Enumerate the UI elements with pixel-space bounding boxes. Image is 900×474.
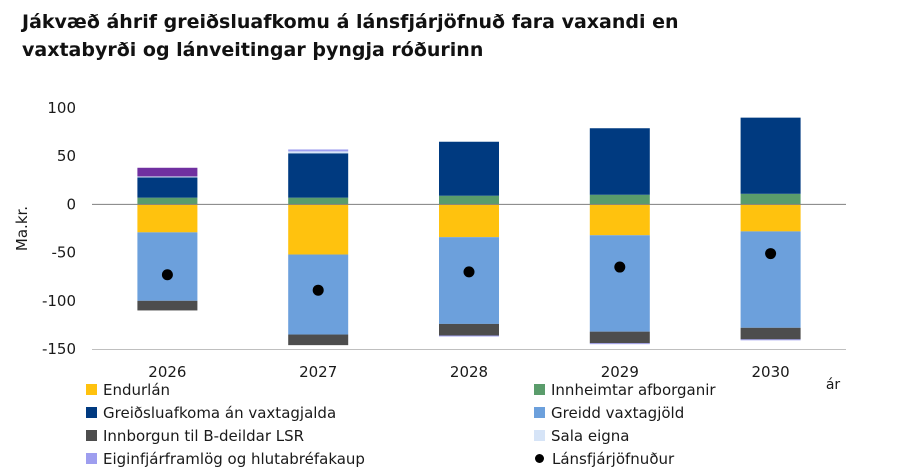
bar-segment: [288, 197, 349, 205]
legend-label: Eiginfjárframlög og hlutabréfakaup: [103, 450, 365, 468]
y-tick-label: 100: [47, 99, 76, 117]
y-axis-label: Ma.kr.: [13, 206, 31, 251]
legend-label: Innborgun til B-deildar LSR: [103, 427, 305, 445]
bar-segment: [740, 231, 801, 328]
legend-item: Lánsfjárjöfnuður: [534, 450, 674, 468]
legend-label: Greiðsluafkoma án vaxtagjalda: [103, 404, 337, 422]
bar-segment: [137, 167, 198, 177]
chart-title-line-1: Jákvæð áhrif greiðsluafkomu á lánsfjárjö…: [22, 11, 679, 33]
x-tick-label: 2028: [450, 363, 488, 381]
legend-label: Endurlán: [103, 381, 171, 399]
legend-item: Endurlán: [86, 381, 170, 399]
bar-segment: [439, 237, 499, 324]
legend-item: Greiðsluafkoma án vaxtagjalda: [86, 404, 336, 422]
legend-swatch-icon: [86, 430, 97, 441]
net-borrowing-point: [765, 248, 777, 260]
bar-segment: [137, 232, 198, 301]
legend-swatch-icon: [86, 453, 97, 464]
bar-segment: [137, 197, 198, 205]
net-borrowing-point: [312, 284, 324, 296]
legend-label: Sala eigna: [551, 427, 630, 445]
y-tick-label: -50: [52, 244, 77, 262]
legend-item: Sala eigna: [534, 427, 629, 445]
x-tick-label: 2026: [148, 363, 186, 381]
legend-swatch-icon: [534, 407, 545, 418]
bar-segment: [137, 300, 198, 311]
bar-segment: [288, 151, 349, 154]
bar-segment: [589, 128, 650, 195]
legend-label: Greidd vaxtagjöld: [551, 404, 685, 422]
bar-segment: [439, 335, 499, 337]
legend-dot-icon: [535, 454, 544, 463]
legend-label: Innheimtar afborganir: [551, 381, 716, 399]
bar-segment: [589, 194, 650, 205]
legend-item: Greidd vaxtagjöld: [534, 404, 684, 422]
legend-item: Innheimtar afborganir: [534, 381, 716, 399]
bar-segment: [439, 323, 499, 336]
bar-segment: [137, 177, 198, 198]
bar-segment: [589, 343, 650, 345]
x-tick-label: 2029: [601, 363, 639, 381]
net-borrowing-point: [463, 266, 475, 278]
bar-segment: [740, 193, 801, 205]
chart-title-line-2: vaxtabyrði og lánveitingar þyngja róðuri…: [22, 39, 484, 61]
legend-item: Eiginfjárframlög og hlutabréfakaup: [86, 450, 365, 468]
chart-title: Jákvæð áhrif greiðsluafkomu á lánsfjárjö…: [22, 8, 882, 64]
bar-segment: [439, 141, 499, 196]
legend-swatch-icon: [534, 384, 545, 395]
net-borrowing-point: [161, 269, 173, 281]
bar-segment: [589, 204, 650, 236]
y-tick-label: 0: [66, 195, 76, 213]
bar-segment: [439, 195, 499, 205]
y-tick-label: -150: [42, 340, 76, 358]
legend-swatch-icon: [86, 407, 97, 418]
bar-segment: [288, 149, 349, 152]
legend-label: Lánsfjárjöfnuður: [552, 450, 675, 468]
bar-segment: [288, 204, 349, 255]
bar-segment: [740, 117, 801, 194]
bar-segment: [740, 204, 801, 232]
bar-segment: [439, 204, 499, 238]
bar-segment: [137, 204, 198, 233]
bar-segment: [288, 153, 349, 198]
y-tick-label: -100: [42, 292, 76, 310]
legend-swatch-icon: [534, 430, 545, 441]
bar-segment: [589, 331, 650, 344]
bar-segment: [288, 334, 349, 346]
net-borrowing-point: [614, 261, 626, 273]
x-tick-label: 2027: [299, 363, 337, 381]
bar-segment: [740, 339, 801, 341]
legend-swatch-icon: [86, 384, 97, 395]
bar-segment: [740, 327, 801, 340]
x-tick-label: 2030: [752, 363, 790, 381]
bar-segment: [137, 176, 198, 178]
y-tick-label: 50: [57, 147, 76, 165]
x-axis-label: ár: [826, 377, 841, 393]
legend-item: Innborgun til B-deildar LSR: [86, 427, 304, 445]
bar-segment: [589, 235, 650, 332]
